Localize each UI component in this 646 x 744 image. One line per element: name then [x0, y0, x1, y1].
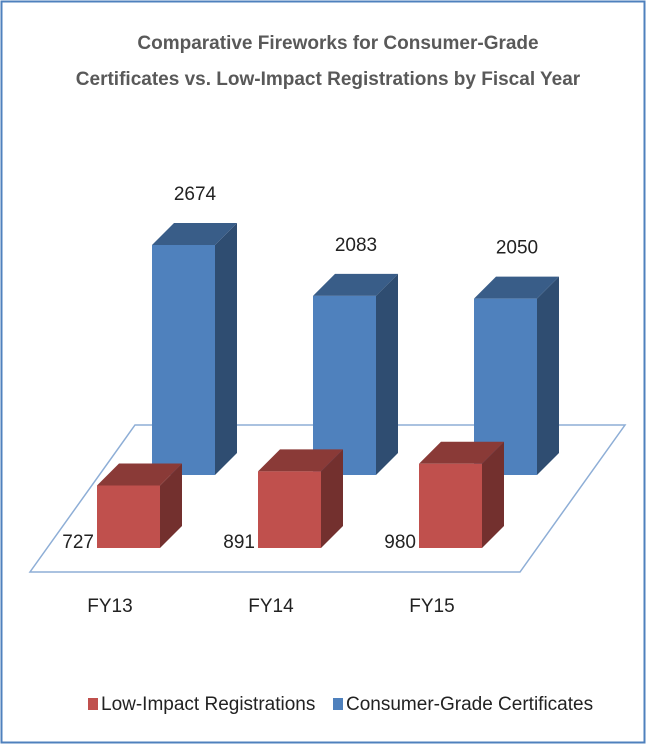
data-label: 2674: [174, 184, 217, 205]
bar-front: [313, 295, 376, 475]
bar-front: [97, 485, 160, 548]
bar-top: [97, 463, 182, 486]
bar: [419, 441, 504, 548]
data-label: 980: [384, 532, 416, 553]
bar: [313, 273, 398, 475]
bar-top: [313, 273, 398, 296]
bar-side: [321, 449, 343, 548]
bar-side: [482, 441, 504, 548]
bar-side: [376, 273, 398, 475]
x-tick-label: FY15: [409, 596, 454, 617]
bar: [258, 449, 343, 548]
data-label: 2083: [335, 235, 377, 256]
bar-top: [152, 223, 237, 245]
bar-top: [419, 441, 504, 464]
legend-label: Low-Impact Registrations: [101, 694, 315, 715]
legend-swatch: [88, 698, 98, 710]
bar-front: [152, 245, 215, 475]
x-tick-label: FY13: [87, 596, 132, 617]
legend-label: Consumer-Grade Certificates: [346, 694, 593, 715]
bar-front: [419, 463, 482, 548]
bar-side: [215, 223, 237, 475]
bar-front: [474, 298, 537, 475]
bar-side: [537, 276, 559, 475]
data-label: 727: [62, 532, 94, 553]
bar: [152, 223, 237, 475]
bar-front: [258, 471, 321, 548]
bar-top: [258, 449, 343, 472]
data-label: 891: [223, 532, 255, 553]
bar-top: [474, 276, 559, 299]
bar: [97, 463, 182, 548]
data-label: 2050: [496, 238, 538, 259]
chart-title-line: Certificates vs. Low-Impact Registration…: [76, 69, 581, 90]
bar: [474, 276, 559, 475]
bar-side: [160, 463, 182, 548]
x-tick-label: FY14: [248, 596, 294, 617]
legend-swatch: [333, 698, 343, 710]
chart-title-line: Comparative Fireworks for Consumer-Grade: [137, 33, 538, 54]
